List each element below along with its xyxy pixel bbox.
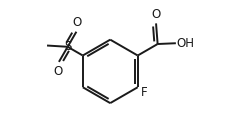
Text: OH: OH: [176, 37, 194, 50]
Text: S: S: [64, 40, 71, 53]
Text: O: O: [151, 8, 160, 21]
Text: F: F: [141, 86, 147, 99]
Text: O: O: [53, 65, 63, 78]
Text: O: O: [72, 16, 82, 29]
